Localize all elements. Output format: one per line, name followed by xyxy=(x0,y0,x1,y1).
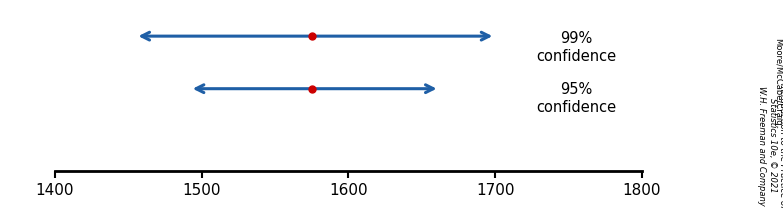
Text: 95%
confidence: 95% confidence xyxy=(536,82,616,115)
Text: Moore/McCabe/Craig,: Moore/McCabe/Craig, xyxy=(773,38,782,128)
Text: Introduction to the Practice of
Statistics 10e, © 2021
W.H. Freeman and Company: Introduction to the Practice of Statisti… xyxy=(757,83,783,208)
Text: 99%
confidence: 99% confidence xyxy=(536,32,616,64)
